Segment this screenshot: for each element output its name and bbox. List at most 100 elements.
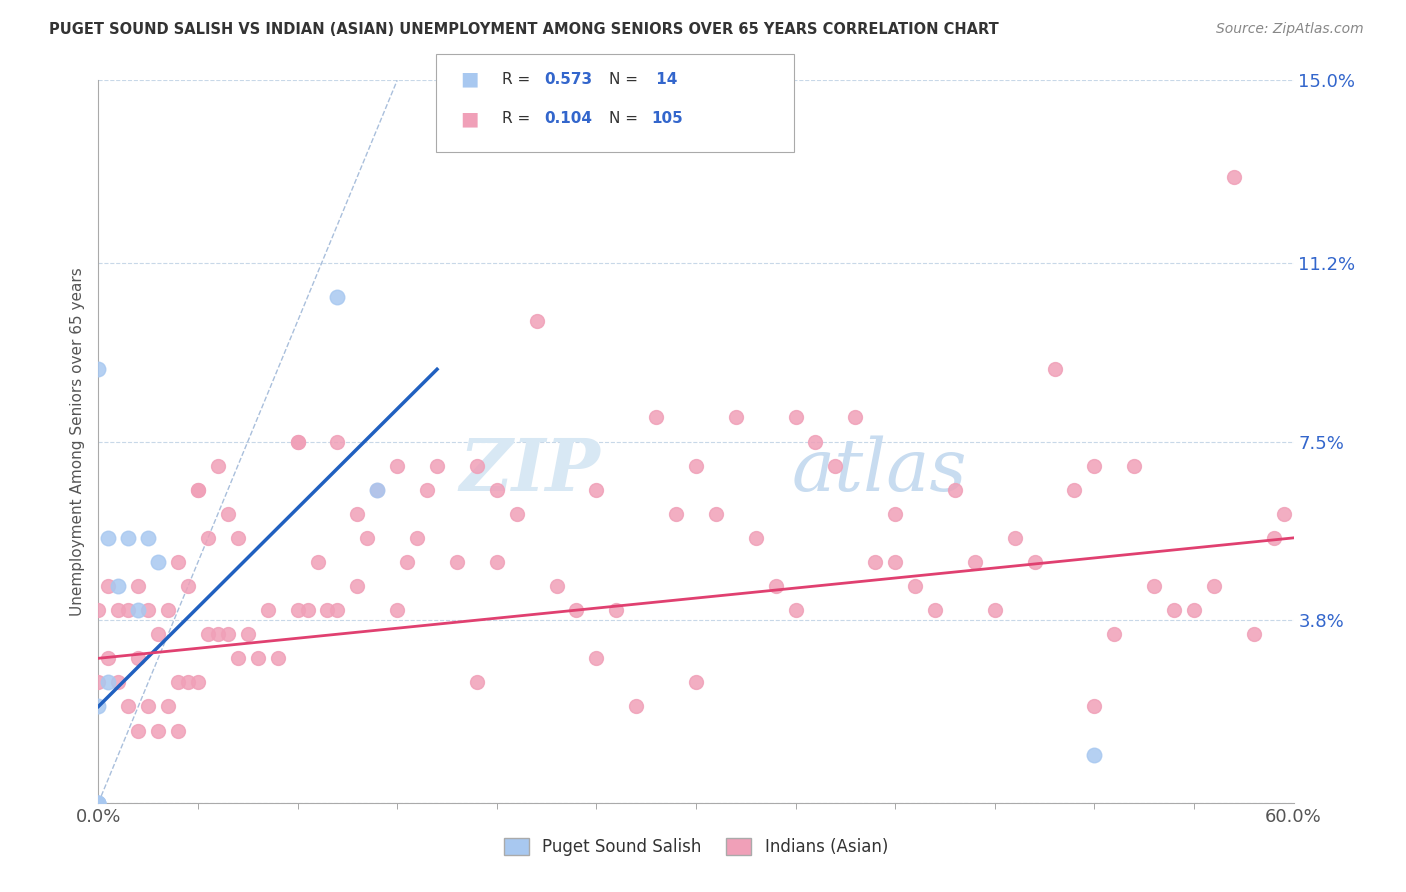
Point bbox=[256, 603, 278, 617]
Point bbox=[565, 603, 588, 617]
Point bbox=[267, 651, 290, 665]
Point bbox=[356, 531, 378, 545]
Point bbox=[97, 675, 120, 690]
Point bbox=[1063, 483, 1085, 497]
Point bbox=[157, 699, 180, 714]
Point bbox=[87, 796, 110, 810]
Point bbox=[1083, 699, 1105, 714]
Text: PUGET SOUND SALISH VS INDIAN (ASIAN) UNEMPLOYMENT AMONG SENIORS OVER 65 YEARS CO: PUGET SOUND SALISH VS INDIAN (ASIAN) UNE… bbox=[49, 22, 998, 37]
Point bbox=[127, 579, 149, 593]
Point bbox=[1024, 555, 1046, 569]
Text: R =: R = bbox=[502, 72, 536, 87]
Point bbox=[87, 675, 110, 690]
Point bbox=[785, 603, 807, 617]
Point bbox=[167, 723, 190, 738]
Point bbox=[287, 434, 309, 449]
Point bbox=[127, 651, 149, 665]
Point bbox=[506, 507, 529, 521]
Point bbox=[1182, 603, 1205, 617]
Point bbox=[87, 362, 110, 376]
Point bbox=[217, 627, 239, 641]
Point bbox=[107, 603, 129, 617]
Point bbox=[665, 507, 688, 521]
Point bbox=[585, 651, 607, 665]
Point bbox=[87, 699, 110, 714]
Point bbox=[148, 555, 170, 569]
Point bbox=[287, 603, 309, 617]
Point bbox=[97, 579, 120, 593]
Point bbox=[1163, 603, 1185, 617]
Point bbox=[1043, 362, 1066, 376]
Point bbox=[416, 483, 439, 497]
Point bbox=[426, 458, 449, 473]
Point bbox=[107, 579, 129, 593]
Point bbox=[626, 699, 648, 714]
Point bbox=[1143, 579, 1166, 593]
Text: 14: 14 bbox=[651, 72, 678, 87]
Point bbox=[136, 699, 159, 714]
Point bbox=[127, 603, 149, 617]
Point bbox=[148, 723, 170, 738]
Point bbox=[177, 675, 200, 690]
Point bbox=[226, 531, 249, 545]
Point bbox=[865, 555, 887, 569]
Point bbox=[704, 507, 727, 521]
Point bbox=[385, 458, 409, 473]
Text: atlas: atlas bbox=[792, 435, 967, 506]
Point bbox=[197, 531, 219, 545]
Point bbox=[924, 603, 946, 617]
Point bbox=[136, 531, 159, 545]
Point bbox=[385, 603, 409, 617]
Point bbox=[87, 796, 110, 810]
Legend: Puget Sound Salish, Indians (Asian): Puget Sound Salish, Indians (Asian) bbox=[498, 831, 894, 863]
Point bbox=[685, 458, 707, 473]
Point bbox=[207, 627, 229, 641]
Point bbox=[287, 434, 309, 449]
Point bbox=[804, 434, 827, 449]
Text: R =: R = bbox=[502, 112, 536, 126]
Point bbox=[217, 507, 239, 521]
Point bbox=[148, 627, 170, 641]
Point bbox=[136, 603, 159, 617]
Point bbox=[236, 627, 259, 641]
Text: N =: N = bbox=[609, 72, 643, 87]
Point bbox=[406, 531, 429, 545]
Text: ■: ■ bbox=[460, 109, 478, 128]
Point bbox=[984, 603, 1007, 617]
Point bbox=[785, 410, 807, 425]
Point bbox=[943, 483, 966, 497]
Text: 105: 105 bbox=[651, 112, 683, 126]
Point bbox=[765, 579, 787, 593]
Point bbox=[307, 555, 329, 569]
Point bbox=[207, 458, 229, 473]
Point bbox=[1104, 627, 1126, 641]
Point bbox=[1083, 458, 1105, 473]
Point bbox=[226, 651, 249, 665]
Point bbox=[167, 675, 190, 690]
Point bbox=[87, 796, 110, 810]
Point bbox=[685, 675, 707, 690]
Point bbox=[884, 555, 907, 569]
Point bbox=[97, 531, 120, 545]
Point bbox=[187, 675, 209, 690]
Point bbox=[366, 483, 388, 497]
Y-axis label: Unemployment Among Seniors over 65 years: Unemployment Among Seniors over 65 years bbox=[69, 268, 84, 615]
Point bbox=[1083, 747, 1105, 762]
Point bbox=[1004, 531, 1026, 545]
Point bbox=[884, 507, 907, 521]
Point bbox=[824, 458, 846, 473]
Text: N =: N = bbox=[609, 112, 643, 126]
Point bbox=[187, 483, 209, 497]
Point bbox=[1202, 579, 1225, 593]
Point bbox=[1243, 627, 1265, 641]
Point bbox=[1272, 507, 1295, 521]
Point bbox=[844, 410, 866, 425]
Point bbox=[87, 603, 110, 617]
Point bbox=[526, 314, 548, 328]
Point bbox=[1123, 458, 1146, 473]
Point bbox=[197, 627, 219, 641]
Point bbox=[485, 555, 508, 569]
Text: Source: ZipAtlas.com: Source: ZipAtlas.com bbox=[1216, 22, 1364, 37]
Point bbox=[346, 579, 368, 593]
Point bbox=[117, 531, 139, 545]
